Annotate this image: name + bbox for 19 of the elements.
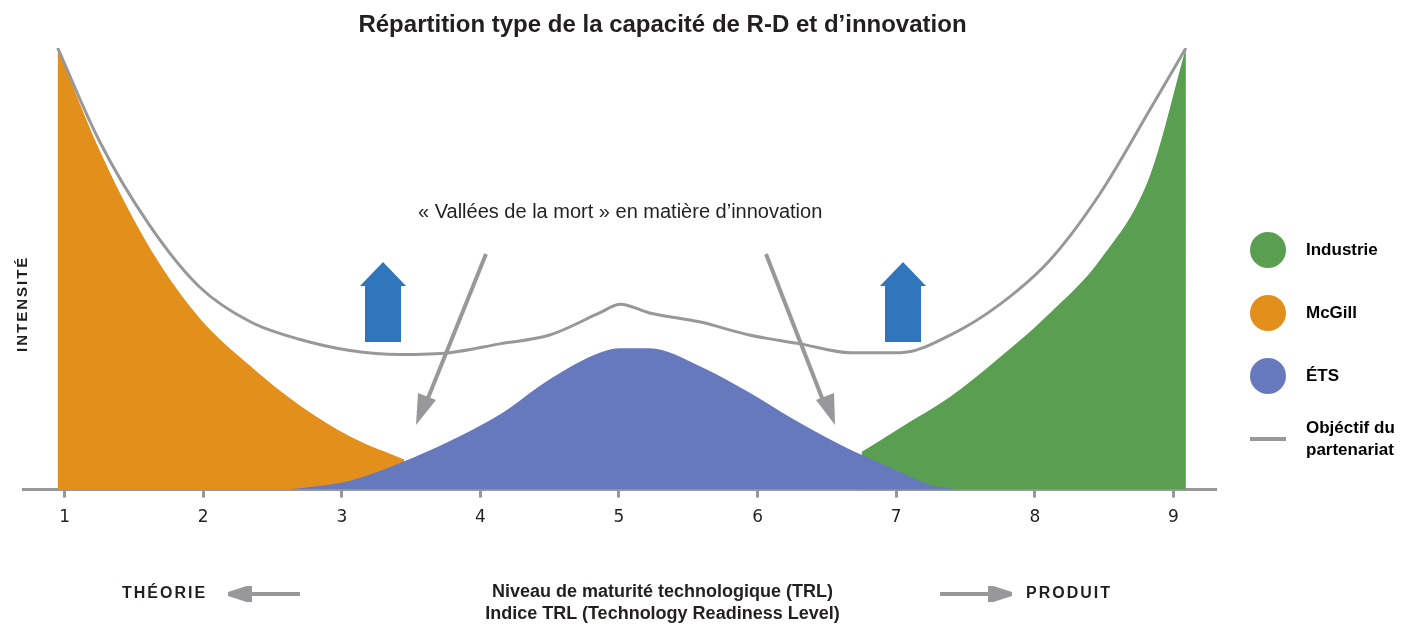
x-tick-label: 7: [890, 506, 902, 527]
x-tick-label: 5: [613, 506, 625, 527]
legend-label: ÉTS: [1306, 364, 1341, 387]
x-axis-title: Niveau de maturité technologique (TRL) Indice TRL (Technology Readiness Level): [484, 580, 841, 624]
x-tick-label: 2: [197, 506, 209, 527]
x-tick-label: 6: [752, 506, 764, 527]
text: THÉORIE: [122, 584, 208, 602]
x-tick-label: 9: [1168, 506, 1179, 527]
x-tick-label: 4: [474, 506, 486, 527]
x-tick-label: 1: [59, 506, 70, 527]
x-tick-label: 8: [1029, 506, 1041, 527]
legend-label: McGill: [1306, 301, 1358, 324]
chart-title: Répartition type de la capacité de R-D et d’innovation: [357, 10, 968, 38]
annotation: « Vallées de la mort » en matière d’innovation: [418, 200, 823, 223]
text: PRODUIT: [1026, 584, 1112, 602]
x-tick-label: 3: [336, 506, 348, 527]
legend-label: Objéctif du partenariat: [1306, 416, 1396, 461]
y-axis-title: INTENSITÉ: [13, 255, 30, 352]
legend-label: Industrie: [1306, 238, 1379, 261]
